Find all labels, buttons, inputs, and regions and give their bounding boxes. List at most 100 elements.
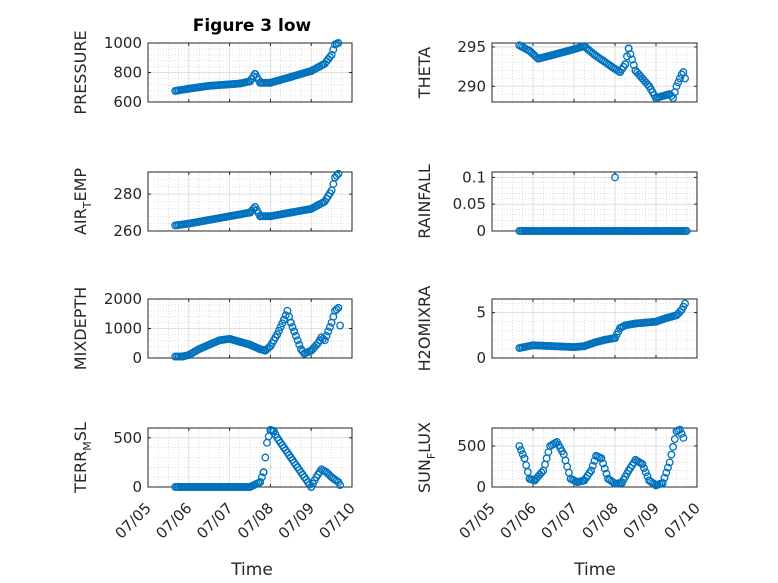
axes-box (491, 427, 698, 488)
tick-marks (491, 428, 698, 488)
data-point (293, 336, 302, 345)
data-point (332, 305, 341, 314)
data-point (256, 478, 265, 487)
y-axis-label-main: H2OMIXRA (415, 286, 434, 372)
major-grid (492, 172, 697, 231)
data-point (291, 331, 300, 340)
subplot-7: 0 500 TERRMSL 07/0507/0607/0707/0807/0907/1… (71, 422, 359, 542)
y-tick-label: 0.05 (453, 195, 486, 213)
data-point (587, 466, 596, 475)
subplot-5: 0 1000 2000 MIXDEPTH (71, 287, 353, 370)
data-point (602, 469, 611, 478)
data-point (286, 318, 295, 327)
y-tick-label: 280 (113, 185, 142, 203)
subplot-6: 0 5 H2OMIXRA (415, 286, 698, 372)
data-series (171, 39, 343, 95)
data-point (588, 461, 597, 470)
y-axis-label-main: MIXDEPTH (71, 287, 90, 370)
data-point (675, 425, 684, 434)
x-axis-label-right: Time (573, 560, 616, 580)
data-point (681, 299, 689, 308)
y-axis-label: MIXDEPTH (71, 287, 90, 370)
y-tick-label: 500 (457, 437, 486, 455)
data-point (336, 481, 345, 489)
data-point (325, 323, 334, 331)
x-tick-label: 07/05 (112, 499, 155, 542)
data-point (334, 169, 343, 178)
y-axis-label-main: AIR (71, 208, 90, 235)
x-tick-label: 07/07 (538, 499, 581, 542)
x-tick-label: 07/09 (620, 499, 663, 542)
data-point (664, 463, 672, 472)
y-axis-label: H2OMIXRA (415, 286, 434, 372)
y-tick-label: 1000 (104, 320, 142, 338)
x-tick-label: 07/06 (497, 499, 540, 542)
data-point (599, 459, 607, 468)
y-tick-label: 600 (113, 93, 142, 111)
data-series (171, 426, 345, 491)
data-point (679, 433, 688, 442)
data-point (249, 204, 258, 213)
y-axis-label-tail: SL (71, 422, 90, 441)
y-tick-label: 5 (476, 304, 486, 322)
data-point (660, 473, 669, 482)
y-tick-label: 260 (113, 222, 142, 240)
data-point (677, 429, 686, 438)
data-point (274, 326, 283, 335)
data-point (674, 78, 683, 87)
data-point (336, 321, 345, 330)
y-tick-label: 0 (476, 222, 486, 240)
data-point (658, 478, 667, 487)
data-point (261, 453, 270, 462)
x-tick-label: 07/10 (316, 499, 359, 542)
data-point (324, 327, 333, 336)
data-point (629, 61, 638, 69)
y-axis-label: RAINFALL (415, 164, 434, 239)
data-point (295, 340, 304, 349)
y-axis-label-subscript: T (81, 201, 94, 209)
data-point (675, 74, 684, 83)
y-tick-label: 1000 (104, 34, 142, 52)
tick-marks (491, 299, 698, 359)
subplot-4: 0 0.05 0.1 RAINFALL (415, 164, 698, 240)
axes-box (491, 42, 698, 103)
plot-area (492, 172, 697, 231)
x-tick-label: 07/08 (579, 499, 622, 542)
data-point (669, 442, 678, 451)
x-tick-label: 07/08 (234, 499, 277, 542)
tick-marks (147, 42, 353, 103)
data-series (515, 41, 689, 103)
y-axis-label: SUNFLUX (415, 422, 438, 493)
data-point (643, 472, 652, 481)
y-tick-label: 800 (113, 64, 142, 82)
data-point (515, 442, 524, 450)
y-tick-label: 295 (457, 38, 486, 56)
y-axis-label: THETA (415, 47, 434, 99)
data-point (322, 331, 331, 340)
y-tick-label: 0 (132, 478, 142, 496)
data-point (276, 323, 285, 331)
x-axis-label-left: Time (230, 560, 273, 580)
y-axis-label: AIRTEMP (71, 168, 94, 235)
data-point (517, 446, 525, 455)
data-point (667, 450, 676, 459)
y-axis-label-tail: EMP (71, 168, 90, 202)
axes-box (147, 171, 353, 232)
data-point (332, 171, 341, 180)
x-tick-label: 07/06 (152, 499, 195, 542)
y-tick-label: 290 (457, 77, 486, 95)
data-point (624, 44, 633, 53)
data-series (515, 173, 691, 235)
y-axis-label: TERRMSL (71, 422, 94, 494)
data-point (325, 53, 334, 61)
y-axis-label-main: THETA (415, 47, 434, 99)
data-point (288, 323, 297, 331)
data-point (278, 319, 287, 328)
y-axis-label-subscript: M (81, 441, 94, 451)
y-axis-label-main: PRESSURE (71, 30, 90, 114)
y-axis-label-subscript: F (425, 453, 438, 459)
subplot-3: 260 280 AIRTEMP (71, 168, 353, 240)
y-tick-label: 500 (113, 429, 142, 447)
y-tick-label: 0 (476, 478, 486, 496)
